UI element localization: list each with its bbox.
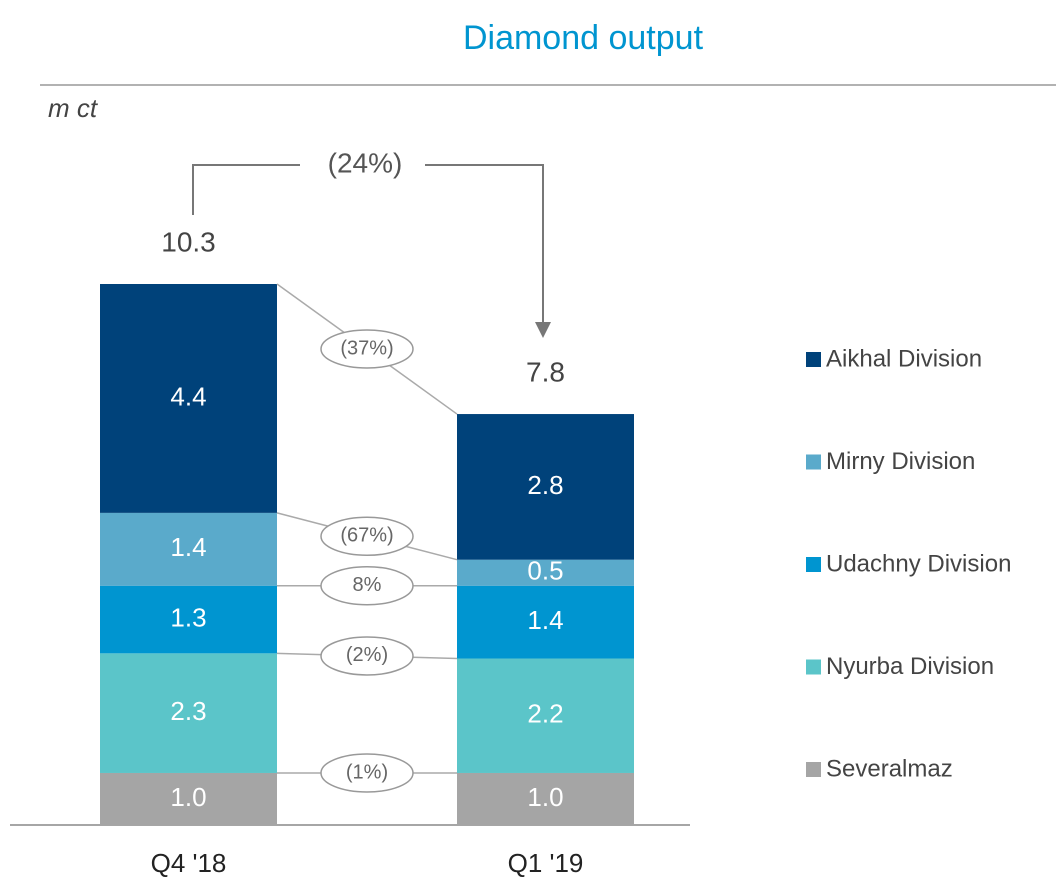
- bar-segment: [100, 284, 277, 513]
- total-change-label: (24%): [328, 147, 403, 178]
- bar-segment: [457, 658, 634, 773]
- legend-swatch: [806, 557, 821, 572]
- value-label: 1.4: [527, 605, 563, 635]
- bar-segment: [457, 414, 634, 560]
- change-label: 8%: [353, 574, 382, 596]
- change-connector: [192, 164, 300, 215]
- change-bubble: [320, 753, 414, 793]
- value-label: 0.5: [527, 556, 563, 586]
- legend-swatch: [806, 762, 821, 777]
- y-axis-label: m ct: [48, 93, 99, 123]
- legend-swatch: [806, 659, 821, 675]
- value-label: 1.0: [170, 782, 206, 812]
- change-bubble: [320, 565, 414, 606]
- change-label: (67%): [340, 525, 393, 547]
- change-label: (2%): [346, 644, 388, 666]
- value-label: 1.0: [527, 782, 563, 812]
- bar-segment: [100, 653, 277, 773]
- chart-title: Diamond output: [463, 19, 704, 57]
- change-bubble: [320, 329, 414, 369]
- change-arrowhead: [535, 322, 551, 338]
- value-label: 1.4: [170, 532, 206, 562]
- change-connector: [425, 164, 544, 325]
- legend-label: Udachny Division: [826, 550, 1011, 577]
- bar-segment: [100, 585, 277, 654]
- legend-swatch: [806, 352, 821, 367]
- legend-label: Aikhal Division: [826, 345, 982, 372]
- legend-swatch: [806, 454, 821, 470]
- value-label: 1.3: [170, 602, 206, 632]
- total-label: 10.3: [161, 226, 216, 257]
- total-label: 7.8: [526, 356, 565, 387]
- bar-segment: [100, 512, 277, 586]
- value-label: 2.3: [170, 696, 206, 726]
- x-tick-label: Q1 '19: [508, 848, 584, 878]
- bar-segment: [457, 559, 634, 586]
- change-label: (37%): [340, 337, 393, 359]
- bar-segment: [457, 585, 634, 659]
- legend-label: Nyurba Division: [826, 653, 994, 680]
- x-tick-label: Q4 '18: [151, 848, 227, 878]
- value-label: 4.4: [170, 381, 206, 411]
- legend-label: Mirny Division: [826, 448, 975, 475]
- legend-label: Severalmaz: [826, 755, 953, 782]
- value-label: 2.2: [527, 699, 563, 729]
- bar-segment: [457, 772, 634, 825]
- bar-segment: [100, 772, 277, 825]
- change-bubble: [320, 636, 414, 676]
- change-bubble: [320, 516, 414, 557]
- value-label: 2.8: [527, 470, 563, 500]
- change-label: (1%): [346, 761, 388, 783]
